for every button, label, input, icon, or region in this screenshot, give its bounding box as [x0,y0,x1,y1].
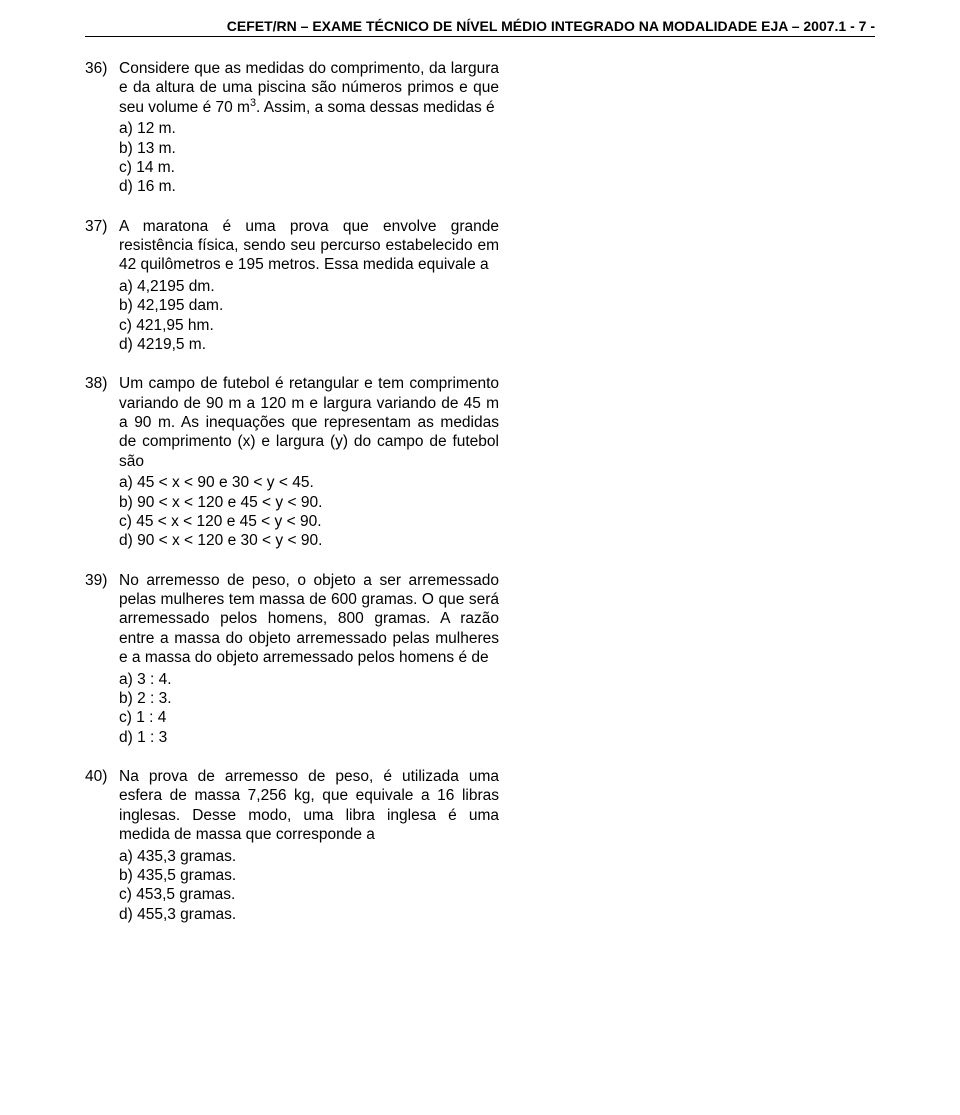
option-a: a) 45 < x < 90 e 30 < y < 45. [119,473,499,492]
option-b: b) 13 m. [119,139,499,158]
option-d: d) 90 < x < 120 e 30 < y < 90. [119,531,499,550]
option-a: a) 12 m. [119,119,499,138]
option-d: d) 455,3 gramas. [119,905,499,924]
options: a) 45 < x < 90 e 30 < y < 45. b) 90 < x … [119,473,499,551]
option-b: b) 90 < x < 120 e 45 < y < 90. [119,493,499,512]
question-number: 36) [85,59,119,197]
question-number: 40) [85,767,119,924]
question-number: 39) [85,571,119,747]
question-stem: No arremesso de peso, o objeto a ser arr… [119,571,499,668]
question-number: 37) [85,217,119,355]
question-37: 37) A maratona é uma prova que envolve g… [85,217,875,355]
question-stem: Na prova de arremesso de peso, é utiliza… [119,767,499,845]
option-a: a) 4,2195 dm. [119,277,499,296]
option-d: d) 1 : 3 [119,728,499,747]
question-body: A maratona é uma prova que envolve grand… [119,217,499,355]
question-body: No arremesso de peso, o objeto a ser arr… [119,571,499,747]
question-stem: A maratona é uma prova que envolve grand… [119,217,499,275]
option-c: c) 421,95 hm. [119,316,499,335]
options: a) 435,3 gramas. b) 435,5 gramas. c) 453… [119,847,499,925]
options: a) 3 : 4. b) 2 : 3. c) 1 : 4 d) 1 : 3 [119,670,499,748]
stem-post: . Assim, a soma dessas medidas é [256,99,495,116]
option-b: b) 42,195 dam. [119,296,499,315]
option-c: c) 453,5 gramas. [119,885,499,904]
option-a: a) 3 : 4. [119,670,499,689]
options: a) 12 m. b) 13 m. c) 14 m. d) 16 m. [119,119,499,197]
question-36: 36) Considere que as medidas do comprime… [85,59,875,197]
option-b: b) 2 : 3. [119,689,499,708]
question-40: 40) Na prova de arremesso de peso, é uti… [85,767,875,924]
question-body: Na prova de arremesso de peso, é utiliza… [119,767,499,924]
option-c: c) 45 < x < 120 e 45 < y < 90. [119,512,499,531]
question-number: 38) [85,374,119,550]
page-header: CEFET/RN – EXAME TÉCNICO DE NÍVEL MÉDIO … [85,18,875,37]
options: a) 4,2195 dm. b) 42,195 dam. c) 421,95 h… [119,277,499,355]
question-body: Considere que as medidas do comprimento,… [119,59,499,197]
option-b: b) 435,5 gramas. [119,866,499,885]
question-stem: Considere que as medidas do comprimento,… [119,59,499,117]
option-d: d) 4219,5 m. [119,335,499,354]
question-39: 39) No arremesso de peso, o objeto a ser… [85,571,875,747]
question-body: Um campo de futebol é retangular e tem c… [119,374,499,550]
option-c: c) 1 : 4 [119,708,499,727]
option-a: a) 435,3 gramas. [119,847,499,866]
option-d: d) 16 m. [119,177,499,196]
exam-page: CEFET/RN – EXAME TÉCNICO DE NÍVEL MÉDIO … [0,0,960,1115]
option-c: c) 14 m. [119,158,499,177]
question-38: 38) Um campo de futebol é retangular e t… [85,374,875,550]
question-stem: Um campo de futebol é retangular e tem c… [119,374,499,471]
